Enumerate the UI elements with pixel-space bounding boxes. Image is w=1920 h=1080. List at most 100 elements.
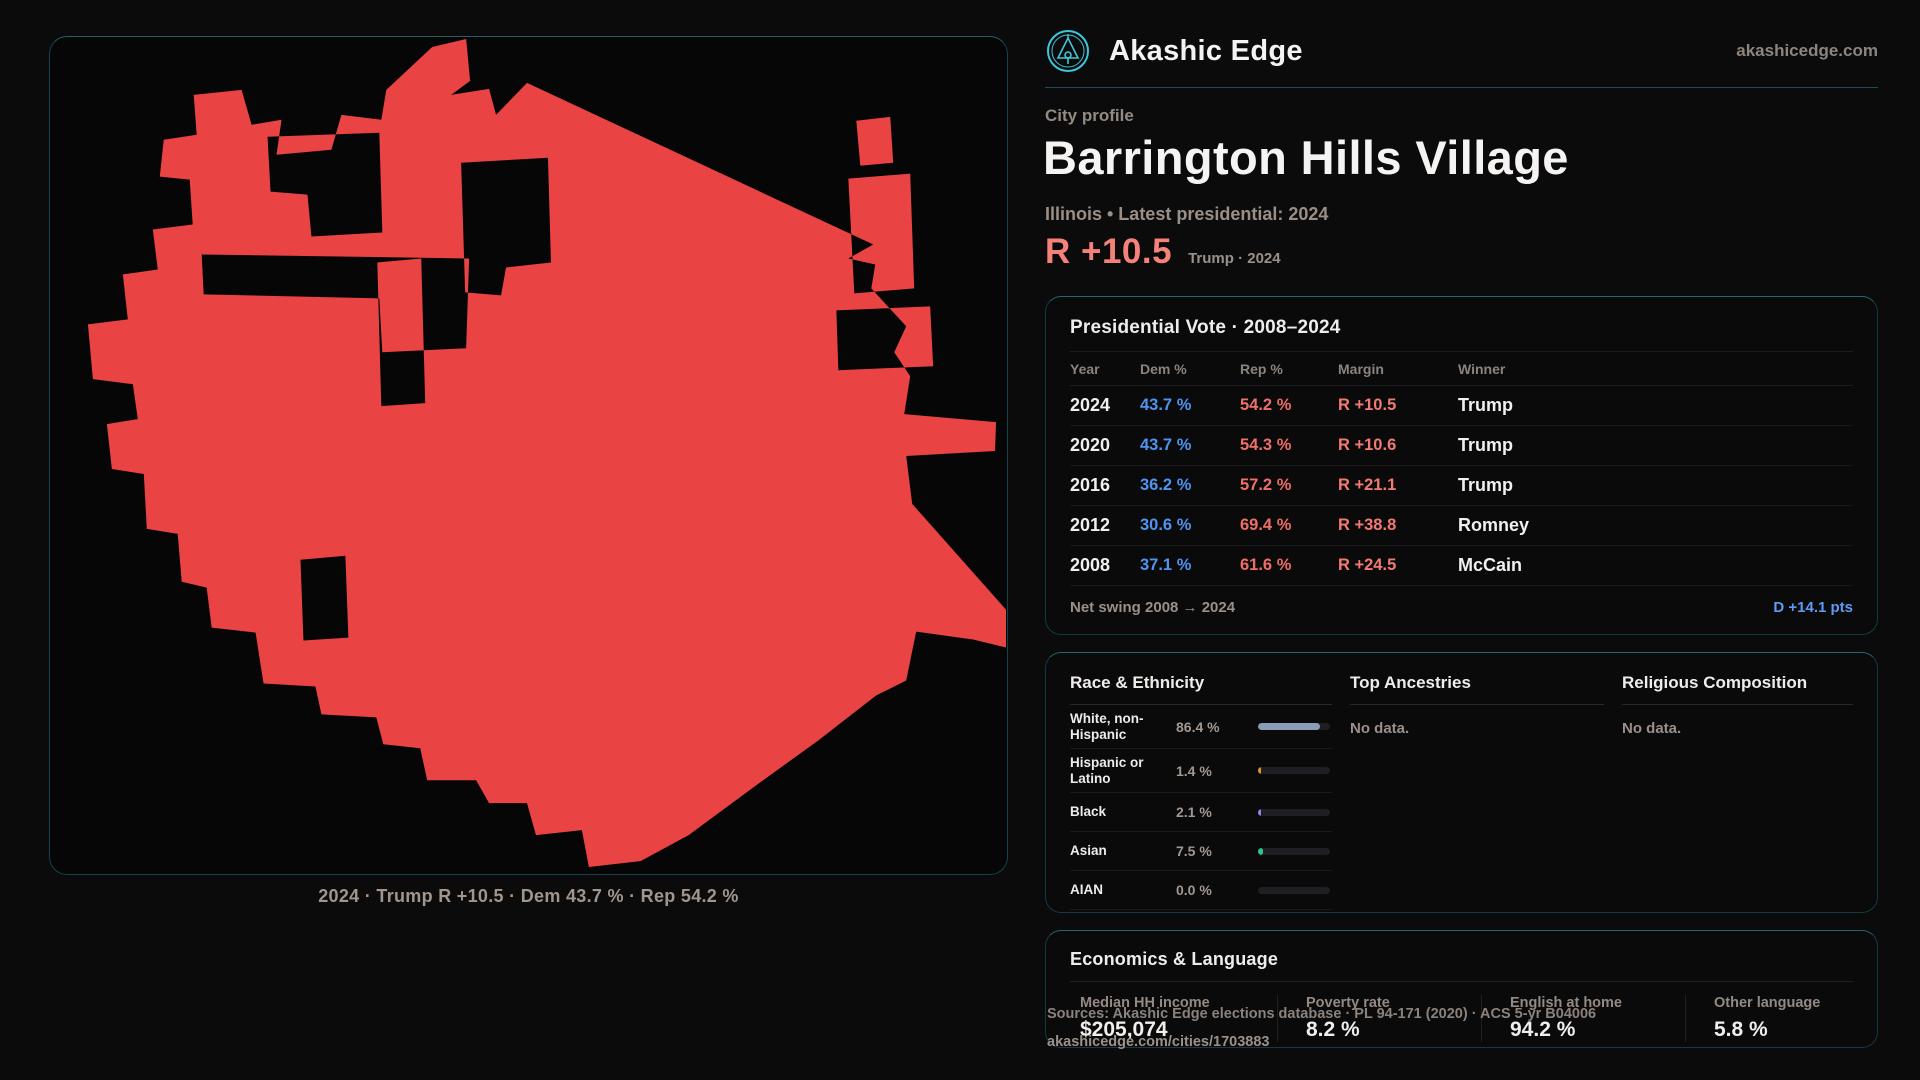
economics-panel: Economics & Language Median HH income $2… bbox=[1045, 930, 1878, 1048]
year-cell: 2020 bbox=[1070, 435, 1111, 455]
demographics-panel: Race & Ethnicity White, non-Hispanic 86.… bbox=[1045, 652, 1878, 913]
race-value: 86.4 % bbox=[1176, 718, 1220, 735]
page-kicker: City profile bbox=[1045, 106, 1134, 125]
table-row: 2020 43.7 % 54.3 % R +10.6 Trump bbox=[1070, 426, 1853, 466]
col-margin: Margin bbox=[1338, 361, 1384, 377]
stat-label: Other language bbox=[1714, 995, 1821, 1011]
footer-permalink-link[interactable]: akashicedge.com/cities/1703883 bbox=[1047, 1034, 1270, 1050]
winner-cell: Trump bbox=[1458, 395, 1514, 415]
race-bar-fill bbox=[1258, 808, 1261, 816]
rep-cell: 54.2 % bbox=[1240, 396, 1292, 414]
votes-panel-title: Presidential Vote · 2008–2024 bbox=[1070, 317, 1853, 352]
stat-value: 94.2 % bbox=[1510, 1018, 1576, 1041]
race-ethnicity-column: Race & Ethnicity White, non-Hispanic 86.… bbox=[1070, 673, 1332, 911]
list-item: White, non-Hispanic 86.4 % bbox=[1070, 705, 1332, 750]
race-label: Black bbox=[1070, 804, 1107, 820]
winner-cell: Trump bbox=[1458, 435, 1514, 455]
list-item: Black 2.1 % bbox=[1070, 793, 1332, 833]
race-value: 7.5 % bbox=[1176, 843, 1212, 860]
net-swing-value: D +14.1 pts bbox=[1773, 599, 1853, 616]
top-ancestries-column: Top Ancestries No data. bbox=[1350, 673, 1604, 910]
stat-median-hh-income: Median HH income $205,074 bbox=[1070, 995, 1277, 1042]
stat-label: English at home bbox=[1510, 995, 1622, 1011]
economics-panel-title: Economics & Language bbox=[1070, 949, 1853, 982]
dem-cell: 43.7 % bbox=[1140, 436, 1192, 454]
lead-margin-row: R +10.5 Trump · 2024 bbox=[1045, 232, 1281, 272]
lead-margin-value: R +10.5 bbox=[1045, 232, 1173, 271]
race-value: 2.1 % bbox=[1176, 804, 1212, 821]
brand-domain-link[interactable]: akashicedge.com bbox=[1736, 41, 1878, 60]
rep-cell: 69.4 % bbox=[1240, 516, 1292, 534]
table-row: 2012 30.6 % 69.4 % R +38.8 Romney bbox=[1070, 506, 1853, 546]
race-bar bbox=[1258, 723, 1330, 731]
header-divider bbox=[1045, 87, 1878, 88]
race-bar bbox=[1258, 847, 1330, 855]
city-boundary-map bbox=[87, 38, 1007, 868]
margin-cell: R +10.5 bbox=[1338, 396, 1397, 414]
map-caption: 2024 · Trump R +10.5 · Dem 43.7 % · Rep … bbox=[318, 886, 739, 906]
top-ancestries-title: Top Ancestries bbox=[1350, 673, 1604, 705]
presidential-vote-panel: Presidential Vote · 2008–2024 Year Dem %… bbox=[1045, 296, 1878, 635]
year-cell: 2024 bbox=[1070, 395, 1111, 415]
religious-composition-title: Religious Composition bbox=[1622, 673, 1853, 705]
list-item: Asian 7.5 % bbox=[1070, 832, 1332, 872]
race-label: White, non-Hispanic bbox=[1070, 711, 1144, 742]
year-cell: 2012 bbox=[1070, 515, 1111, 535]
col-winner: Winner bbox=[1458, 361, 1506, 377]
race-bar-fill bbox=[1258, 723, 1321, 731]
net-swing-label: Net swing 2008 → 2024 bbox=[1070, 599, 1236, 616]
year-cell: 2008 bbox=[1070, 555, 1111, 575]
list-item: Hispanic or Latino 1.4 % bbox=[1070, 749, 1332, 794]
race-bar-fill bbox=[1258, 847, 1264, 855]
winner-cell: Trump bbox=[1458, 475, 1514, 495]
table-row: 2008 37.1 % 61.6 % R +24.5 McCain bbox=[1070, 546, 1853, 586]
winner-cell: McCain bbox=[1458, 555, 1523, 575]
stat-english-at-home: English at home 94.2 % bbox=[1481, 995, 1685, 1042]
stat-value: 5.8 % bbox=[1714, 1018, 1768, 1041]
vote-table-header: Year Dem % Rep % Margin Winner bbox=[1070, 352, 1853, 386]
stat-label: Median HH income bbox=[1080, 995, 1210, 1011]
table-row: 2016 36.2 % 57.2 % R +21.1 Trump bbox=[1070, 466, 1853, 506]
col-dem: Dem % bbox=[1140, 361, 1187, 377]
race-label: Hispanic or Latino bbox=[1070, 755, 1144, 786]
race-bar bbox=[1258, 808, 1330, 816]
race-label: AIAN bbox=[1070, 882, 1103, 898]
dem-cell: 30.6 % bbox=[1140, 516, 1192, 534]
race-bar bbox=[1258, 886, 1330, 894]
brand-header: Akashic Edge akashicedge.com bbox=[1045, 28, 1878, 74]
margin-cell: R +38.8 bbox=[1338, 516, 1397, 534]
city-boundary-shape bbox=[87, 38, 1007, 868]
stat-other-language: Other language 5.8 % bbox=[1685, 995, 1853, 1042]
race-bar-fill bbox=[1258, 767, 1261, 775]
dem-cell: 43.7 % bbox=[1140, 396, 1192, 414]
table-row: 2024 43.7 % 54.2 % R +10.5 Trump bbox=[1070, 386, 1853, 426]
religious-composition-column: Religious Composition No data. bbox=[1622, 673, 1853, 910]
margin-cell: R +21.1 bbox=[1338, 476, 1397, 494]
stat-label: Poverty rate bbox=[1306, 995, 1390, 1011]
city-map-panel bbox=[49, 36, 1008, 875]
dem-cell: 37.1 % bbox=[1140, 556, 1192, 574]
akashic-edge-logo-icon bbox=[1047, 30, 1089, 72]
race-ethnicity-title: Race & Ethnicity bbox=[1070, 673, 1332, 705]
col-year: Year bbox=[1070, 361, 1100, 377]
no-data-text: No data. bbox=[1350, 720, 1410, 737]
stat-value: 8.2 % bbox=[1306, 1018, 1360, 1041]
dem-cell: 36.2 % bbox=[1140, 476, 1192, 494]
brand-name: Akashic Edge bbox=[1109, 34, 1303, 67]
race-value: 0.0 % bbox=[1176, 882, 1212, 899]
list-item: AIAN 0.0 % bbox=[1070, 871, 1332, 911]
stat-value: $205,074 bbox=[1080, 1018, 1168, 1041]
footer-sources: Sources: Akashic Edge elections database… bbox=[1047, 1006, 1597, 1022]
no-data-text: No data. bbox=[1622, 720, 1682, 737]
stat-poverty-rate: Poverty rate 8.2 % bbox=[1277, 995, 1481, 1042]
col-rep: Rep % bbox=[1240, 361, 1283, 377]
page-title: Barrington Hills Village bbox=[1043, 131, 1569, 184]
net-swing-row: Net swing 2008 → 2024 D +14.1 pts bbox=[1070, 586, 1853, 616]
margin-cell: R +24.5 bbox=[1338, 556, 1397, 574]
rep-cell: 54.3 % bbox=[1240, 436, 1292, 454]
year-cell: 2016 bbox=[1070, 475, 1111, 495]
rep-cell: 61.6 % bbox=[1240, 556, 1292, 574]
winner-cell: Romney bbox=[1458, 515, 1530, 535]
economics-stats-row: Median HH income $205,074 Poverty rate 8… bbox=[1070, 995, 1853, 1042]
page-subtitle: Illinois • Latest presidential: 2024 bbox=[1045, 204, 1329, 224]
